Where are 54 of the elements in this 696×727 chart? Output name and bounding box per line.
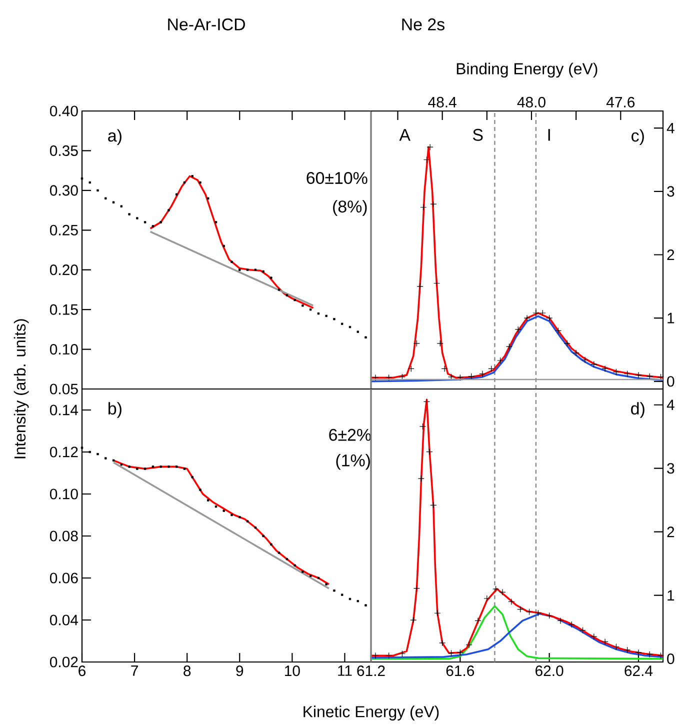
y-tick-label: 0.30 [50, 185, 78, 196]
y-tick-label: 0 [667, 376, 674, 387]
x-tick-label: 62.4 [624, 666, 653, 676]
y-tick-label: 4 [666, 400, 674, 410]
annotation: a) [108, 129, 122, 146]
y-tick-label: 0.20 [50, 264, 78, 276]
y-tick-label: 0.06 [50, 572, 78, 584]
x-tick-label: 8 [184, 666, 191, 676]
annotation: 6±2% [329, 428, 371, 441]
x2-tick-label: 47.6 [606, 96, 635, 108]
annotation: A [399, 129, 410, 141]
y-tick-label: 0.25 [50, 224, 78, 236]
annotation: d) [631, 402, 644, 418]
y-tick-label: 0.02 [50, 656, 78, 668]
x-tick-label: 11 [338, 666, 352, 676]
x2-tick-label: 48.4 [428, 96, 456, 108]
y-tick-label: 0.10 [50, 488, 78, 500]
y-tick-label: 3 [667, 186, 674, 197]
y-tick-label: 0 [667, 654, 674, 664]
y-tick-label: 0.04 [50, 614, 78, 626]
annotation: S [472, 128, 483, 141]
y-tick-label: 0.10 [50, 344, 78, 355]
x-tick-label: 7 [131, 666, 138, 676]
chart-title: Ne-Ar-ICD [168, 18, 245, 30]
x-tick-label: 61.2 [357, 666, 385, 676]
annotation: (1%) [336, 454, 370, 470]
y-tick-label: 1 [668, 312, 674, 324]
y-tick-label: 2 [667, 250, 674, 260]
x-tick-label: 9 [236, 666, 244, 676]
y-tick-label: 0.14 [50, 404, 78, 416]
x-tick-label: 62.0 [536, 666, 564, 676]
y-tick-label: 0.35 [50, 145, 78, 156]
y-tick-label: 0.12 [50, 446, 78, 458]
x-tick-label: 6 [78, 666, 86, 676]
y-tick-label: 3 [667, 463, 674, 474]
x-axis-title: Kinetic Energy (eV) [304, 706, 439, 720]
annotation: 60±10% [306, 172, 368, 184]
y-tick-label: 0.08 [50, 530, 78, 542]
x-tick-label: 61.6 [446, 666, 474, 676]
y-axis-title: Intensity (arb. units) [14, 319, 29, 458]
x2-axis-title: Binding Energy (eV) [456, 62, 598, 78]
annotation: (8%) [333, 200, 367, 216]
y-tick-label: 0.15 [50, 304, 78, 315]
annotation: c) [632, 129, 644, 146]
y-tick-label: 4 [666, 122, 674, 134]
x-tick-label: 10 [285, 666, 300, 676]
annotation: b) [108, 402, 122, 418]
chart-title: Ne 2s [402, 18, 444, 30]
y-tick-label: 0.40 [50, 106, 78, 116]
y-tick-label: 2 [667, 526, 674, 538]
y-tick-label: 1 [668, 590, 674, 600]
y-tick-label: 0.05 [50, 384, 78, 394]
annotation: I [548, 129, 550, 141]
x2-tick-label: 48.0 [517, 96, 546, 108]
